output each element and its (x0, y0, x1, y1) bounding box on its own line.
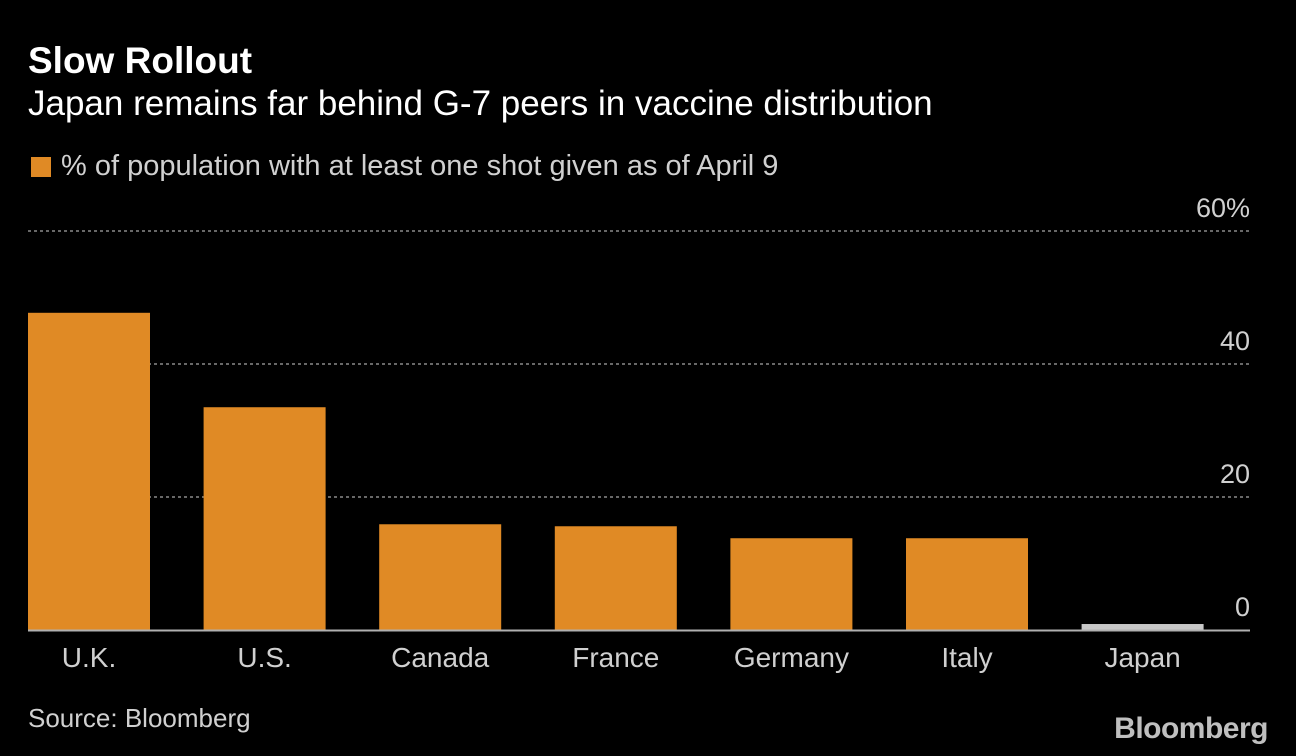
bar-us (203, 407, 326, 630)
bar-canada (379, 524, 502, 630)
bar-japan (1081, 624, 1204, 630)
y-tick-label: 0 (1235, 592, 1250, 622)
x-tick-label: U.K. (62, 642, 116, 673)
x-tick-label: Italy (941, 642, 992, 673)
bloomberg-logo: Bloomberg (1114, 712, 1268, 745)
source-note: Source: Bloomberg (28, 703, 251, 733)
y-tick-label: 60% (1196, 193, 1250, 223)
legend-swatch (31, 156, 51, 177)
bar-layer (28, 312, 1204, 630)
chart-subtitle: Japan remains far behind G-7 peers in va… (28, 84, 933, 123)
legend-label: % of population with at least one shot g… (61, 150, 779, 182)
x-tick-label: Canada (391, 642, 490, 673)
y-tick-label: 20 (1220, 459, 1250, 489)
x-tick-label: Germany (734, 642, 849, 673)
legend: % of population with at least one shot g… (31, 150, 778, 183)
bar-italy (906, 538, 1028, 630)
bar-france (554, 526, 677, 630)
x-tick-label: France (572, 642, 659, 673)
y-tick-label: 40 (1220, 326, 1250, 356)
x-tick-label: Japan (1104, 642, 1180, 673)
bar-germany (730, 538, 853, 630)
bar-uk (28, 312, 150, 630)
chart-title: Slow Rollout (28, 40, 253, 81)
x-tick-label: U.S. (237, 642, 291, 673)
label-layer: 0 20 40 60% U.K. U.S. Canada France Germany Italy… (62, 193, 1250, 673)
